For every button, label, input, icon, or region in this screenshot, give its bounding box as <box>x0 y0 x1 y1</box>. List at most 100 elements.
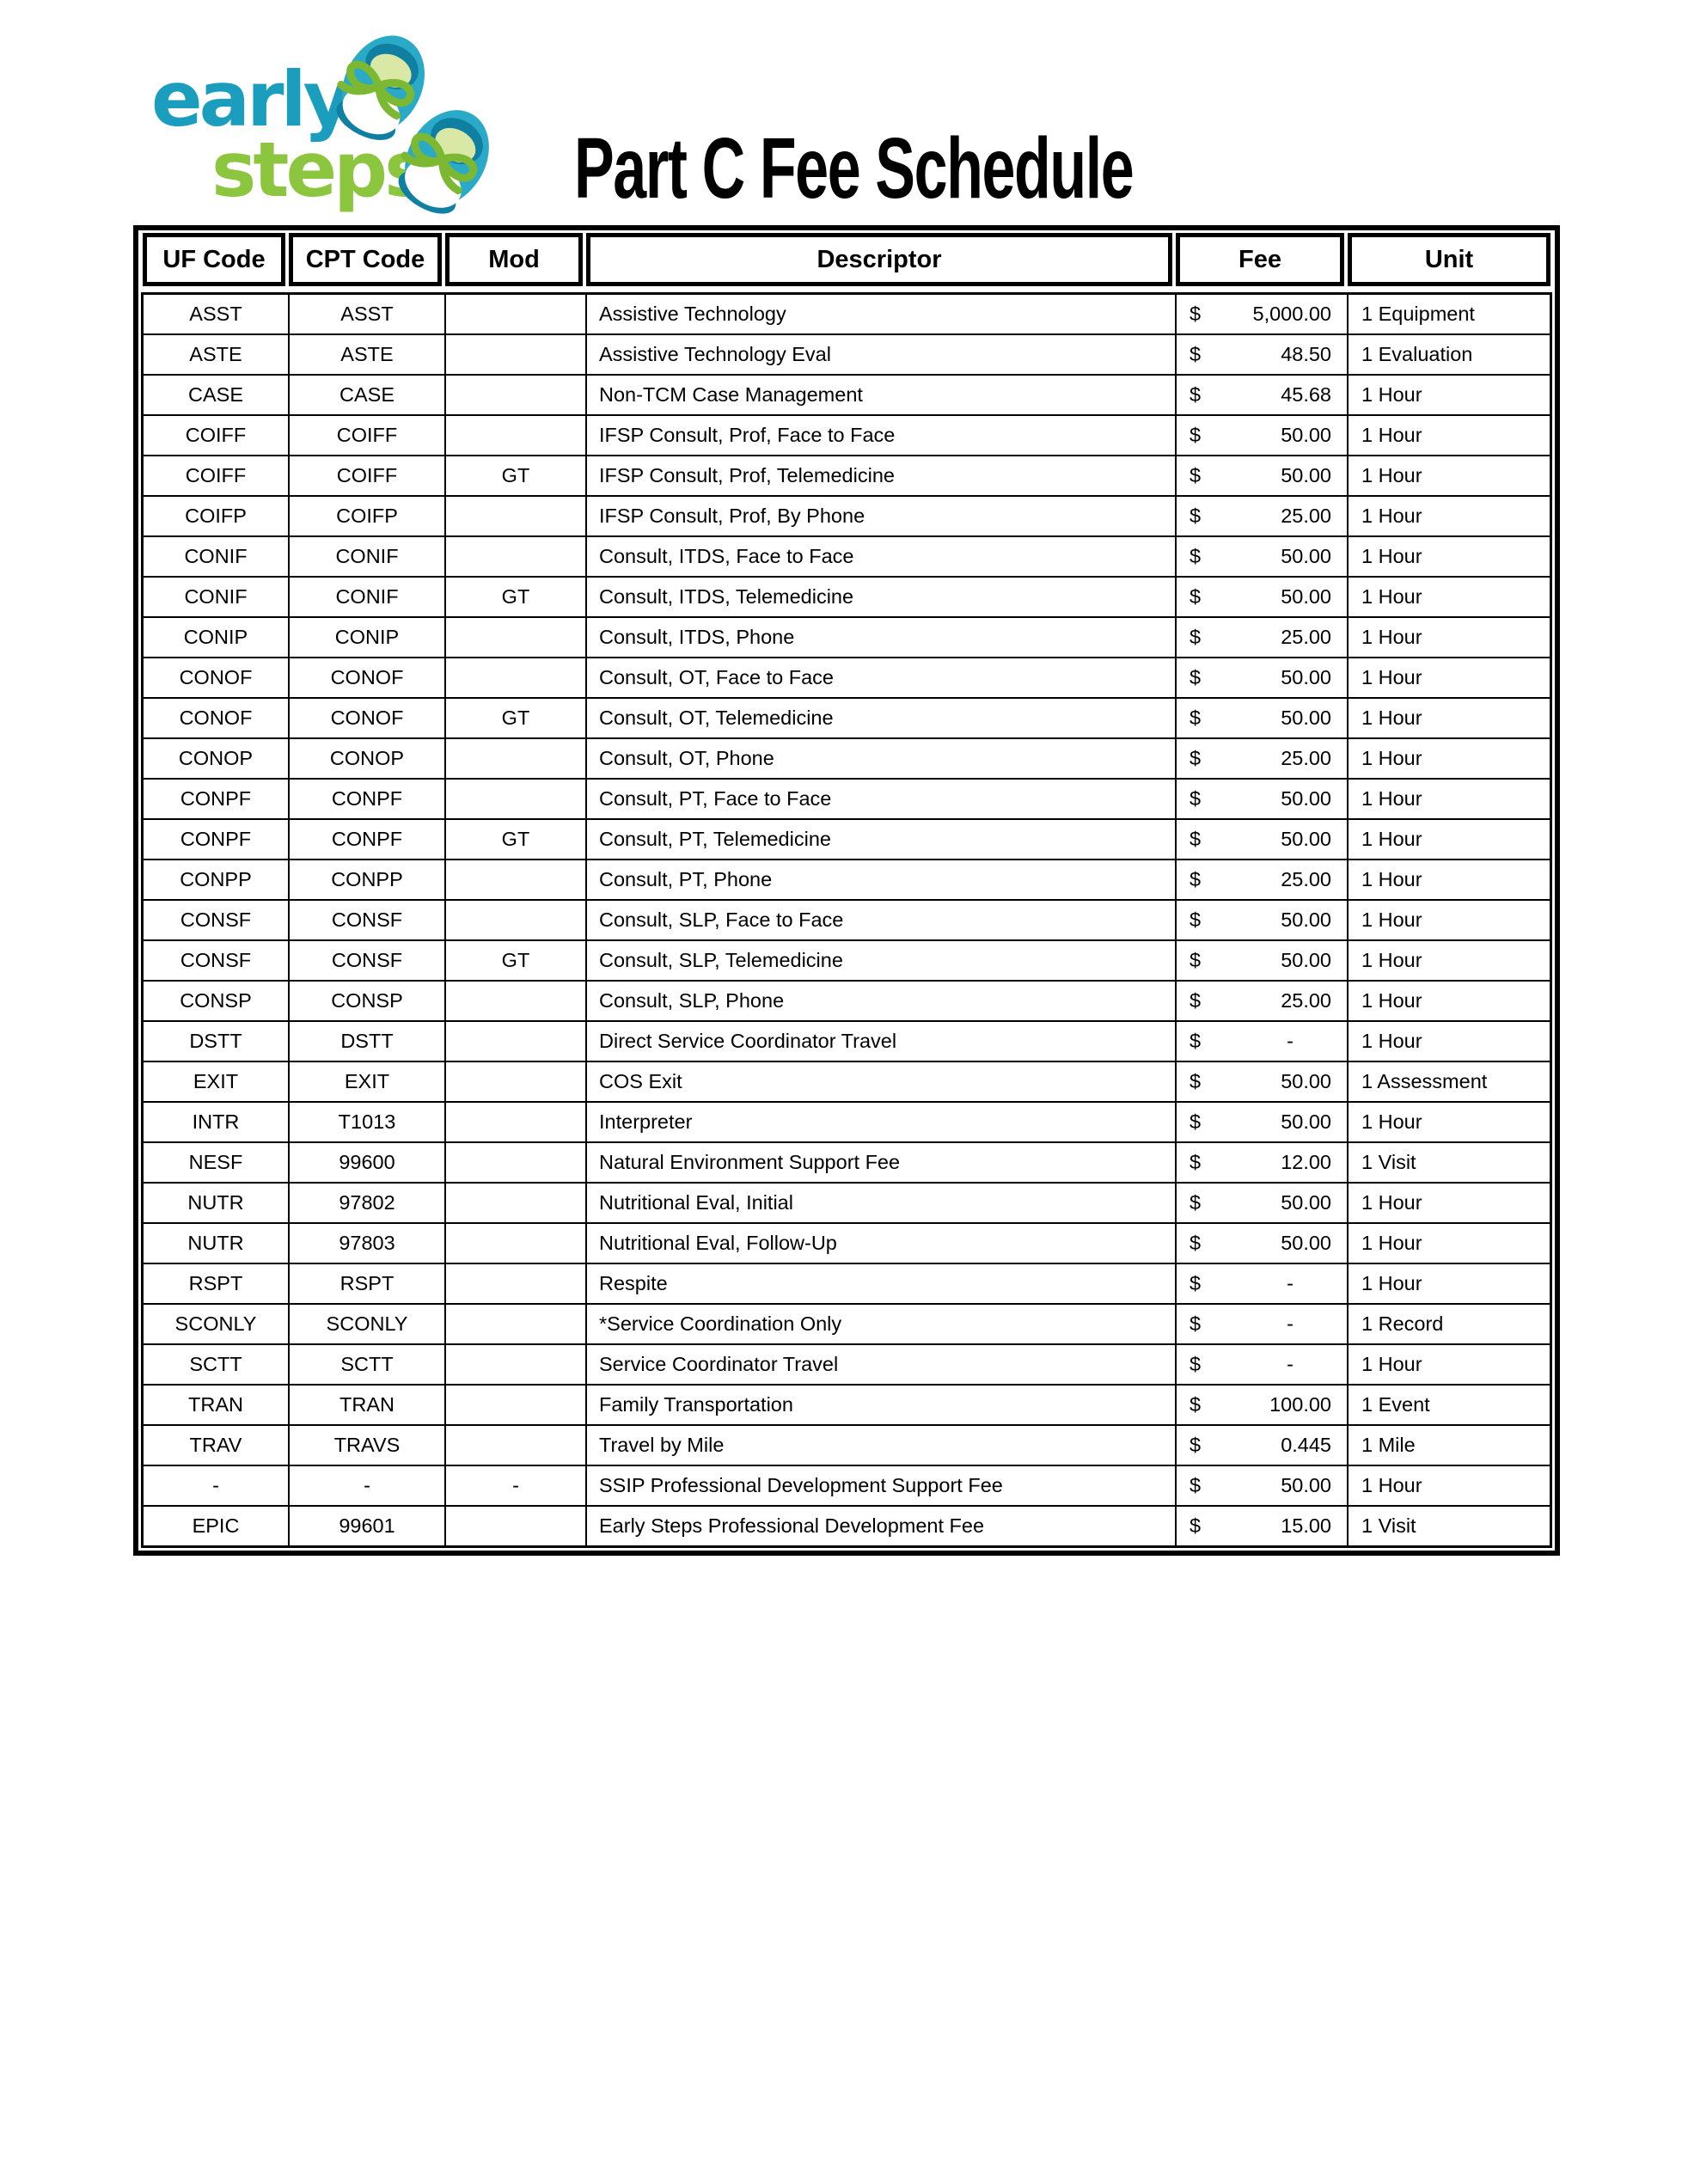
uf-code-cell: EPIC <box>192 1514 240 1537</box>
fee-amount: 50.00 <box>1281 1070 1331 1092</box>
mod-cell: GT <box>444 699 585 737</box>
cpt-code-cell: CONIF <box>288 578 444 616</box>
descriptor-cell: Nutritional Eval, Follow-Up <box>585 1224 1175 1263</box>
currency-symbol: $ <box>1190 1070 1202 1092</box>
currency-symbol: $ <box>1190 1110 1202 1133</box>
cpt-code-cell: CONOF <box>288 658 444 697</box>
cpt-code-cell: COIFP <box>288 497 444 535</box>
header-descriptor: Descriptor <box>586 233 1172 286</box>
fee-cell: $ 0.445 <box>1175 1426 1347 1465</box>
table-row: CONIP CONIP Consult, ITDS, Phone $ 25.00… <box>144 618 1550 658</box>
unit-cell: 1 Hour <box>1347 699 1550 737</box>
mod-cell <box>444 537 585 576</box>
unit-cell: 1 Hour <box>1347 1345 1550 1384</box>
fee-amount: 50.00 <box>1281 787 1331 810</box>
mod-cell: GT <box>444 820 585 859</box>
fee-amount: 50.00 <box>1281 707 1331 729</box>
descriptor-cell: Direct Service Coordinator Travel <box>585 1022 1175 1061</box>
fee-cell: $ 50.00 <box>1175 578 1347 616</box>
table-row: COIFF COIFF IFSP Consult, Prof, Face to … <box>144 416 1550 456</box>
currency-symbol: $ <box>1190 1312 1202 1335</box>
currency-symbol: $ <box>1190 828 1202 850</box>
uf-code-cell: CONOF <box>179 666 253 688</box>
cpt-code-cell: ASTE <box>288 335 444 374</box>
uf-code-cell: NUTR <box>187 1191 244 1214</box>
uf-code-cell: ASTE <box>189 343 242 365</box>
currency-symbol: $ <box>1190 1272 1202 1294</box>
currency-symbol: $ <box>1190 585 1202 608</box>
fee-amount: 50.00 <box>1281 828 1331 850</box>
table-row: CONIF CONIF GT Consult, ITDS, Telemedici… <box>144 578 1550 618</box>
table-row: NUTR 97802 Nutritional Eval, Initial $ 5… <box>144 1184 1550 1224</box>
fee-cell: $ 25.00 <box>1175 739 1347 778</box>
header-uf-code: UF Code <box>143 233 285 286</box>
table-row: CONSF CONSF GT Consult, SLP, Telemedicin… <box>144 941 1550 982</box>
mod-cell <box>444 335 585 374</box>
mod-cell <box>444 901 585 939</box>
fee-amount: 25.00 <box>1281 505 1331 527</box>
descriptor-cell: Assistive Technology Eval <box>585 335 1175 374</box>
unit-cell: 1 Hour <box>1347 1224 1550 1263</box>
table-row: EXIT EXIT COS Exit $ 50.00 1 Assessment <box>144 1062 1550 1103</box>
uf-code-cell: CONOP <box>178 747 254 769</box>
baby-shoe-icon <box>398 110 489 214</box>
descriptor-cell: Interpreter <box>585 1103 1175 1141</box>
cpt-code-cell: 99601 <box>288 1507 444 1545</box>
mod-cell <box>444 1426 585 1465</box>
uf-code-cell: TRAV <box>189 1434 242 1456</box>
cpt-code-cell: T1013 <box>288 1103 444 1141</box>
unit-cell: 1 Hour <box>1347 780 1550 818</box>
descriptor-cell: Consult, ITDS, Telemedicine <box>585 578 1175 616</box>
uf-code-cell: COIFP <box>185 505 247 527</box>
mod-cell <box>444 295 585 333</box>
uf-code-cell: RSPT <box>188 1272 243 1294</box>
uf-code-cell: CONIP <box>183 626 248 648</box>
unit-cell: 1 Hour <box>1347 376 1550 414</box>
unit-cell: 1 Hour <box>1347 416 1550 455</box>
unit-cell: 1 Hour <box>1347 537 1550 576</box>
table-row: TRAN TRAN Family Transportation $ 100.00… <box>144 1386 1550 1426</box>
cpt-code-cell: 97803 <box>288 1224 444 1263</box>
fee-cell: $ 45.68 <box>1175 376 1347 414</box>
fee-cell: $ 50.00 <box>1175 658 1347 697</box>
currency-symbol: $ <box>1190 1474 1202 1496</box>
fee-cell: $ 50.00 <box>1175 1466 1347 1505</box>
cpt-code-cell: - <box>288 1466 444 1505</box>
uf-code-cell: CONSP <box>180 989 252 1012</box>
currency-symbol: $ <box>1190 1434 1202 1456</box>
fee-cell: $ 50.00 <box>1175 780 1347 818</box>
unit-cell: 1 Mile <box>1347 1426 1550 1465</box>
uf-code-cell: SCONLY <box>174 1312 257 1335</box>
logo-word-early: early <box>151 55 352 144</box>
header-mod: Mod <box>445 233 583 286</box>
unit-cell: 1 Hour <box>1347 820 1550 859</box>
cpt-code-cell: 99600 <box>288 1143 444 1182</box>
fee-amount: 25.00 <box>1281 747 1331 769</box>
fee-cell: $ 50.00 <box>1175 901 1347 939</box>
fee-cell: $ 50.00 <box>1175 456 1347 495</box>
fee-amount: 50.00 <box>1281 545 1331 567</box>
table-row: CONSP CONSP Consult, SLP, Phone $ 25.00 … <box>144 982 1550 1022</box>
unit-cell: 1 Hour <box>1347 739 1550 778</box>
mod-cell <box>444 497 585 535</box>
shoelace-bow <box>401 132 478 195</box>
descriptor-cell: IFSP Consult, Prof, By Phone <box>585 497 1175 535</box>
cpt-code-cell: CONPF <box>288 780 444 818</box>
descriptor-cell: Assistive Technology <box>585 295 1175 333</box>
descriptor-cell: Nutritional Eval, Initial <box>585 1184 1175 1222</box>
cpt-code-cell: SCONLY <box>288 1305 444 1343</box>
fee-cell: $ 50.00 <box>1175 537 1347 576</box>
fee-amount: - <box>1287 1030 1294 1052</box>
uf-code-cell: COIFF <box>185 424 247 446</box>
fee-amount: 15.00 <box>1281 1514 1331 1537</box>
fee-amount: 0.445 <box>1281 1434 1331 1456</box>
fee-cell: $ 50.00 <box>1175 1062 1347 1101</box>
header-cpt-code: CPT Code <box>289 233 442 286</box>
fee-amount: 50.00 <box>1281 949 1331 971</box>
fee-cell: $ 12.00 <box>1175 1143 1347 1182</box>
table-row: CONPF CONPF GT Consult, PT, Telemedicine… <box>144 820 1550 860</box>
uf-code-cell: ASST <box>189 303 242 325</box>
uf-code-cell: CONIF <box>184 585 248 608</box>
descriptor-cell: Consult, SLP, Face to Face <box>585 901 1175 939</box>
fee-cell: $ 25.00 <box>1175 497 1347 535</box>
